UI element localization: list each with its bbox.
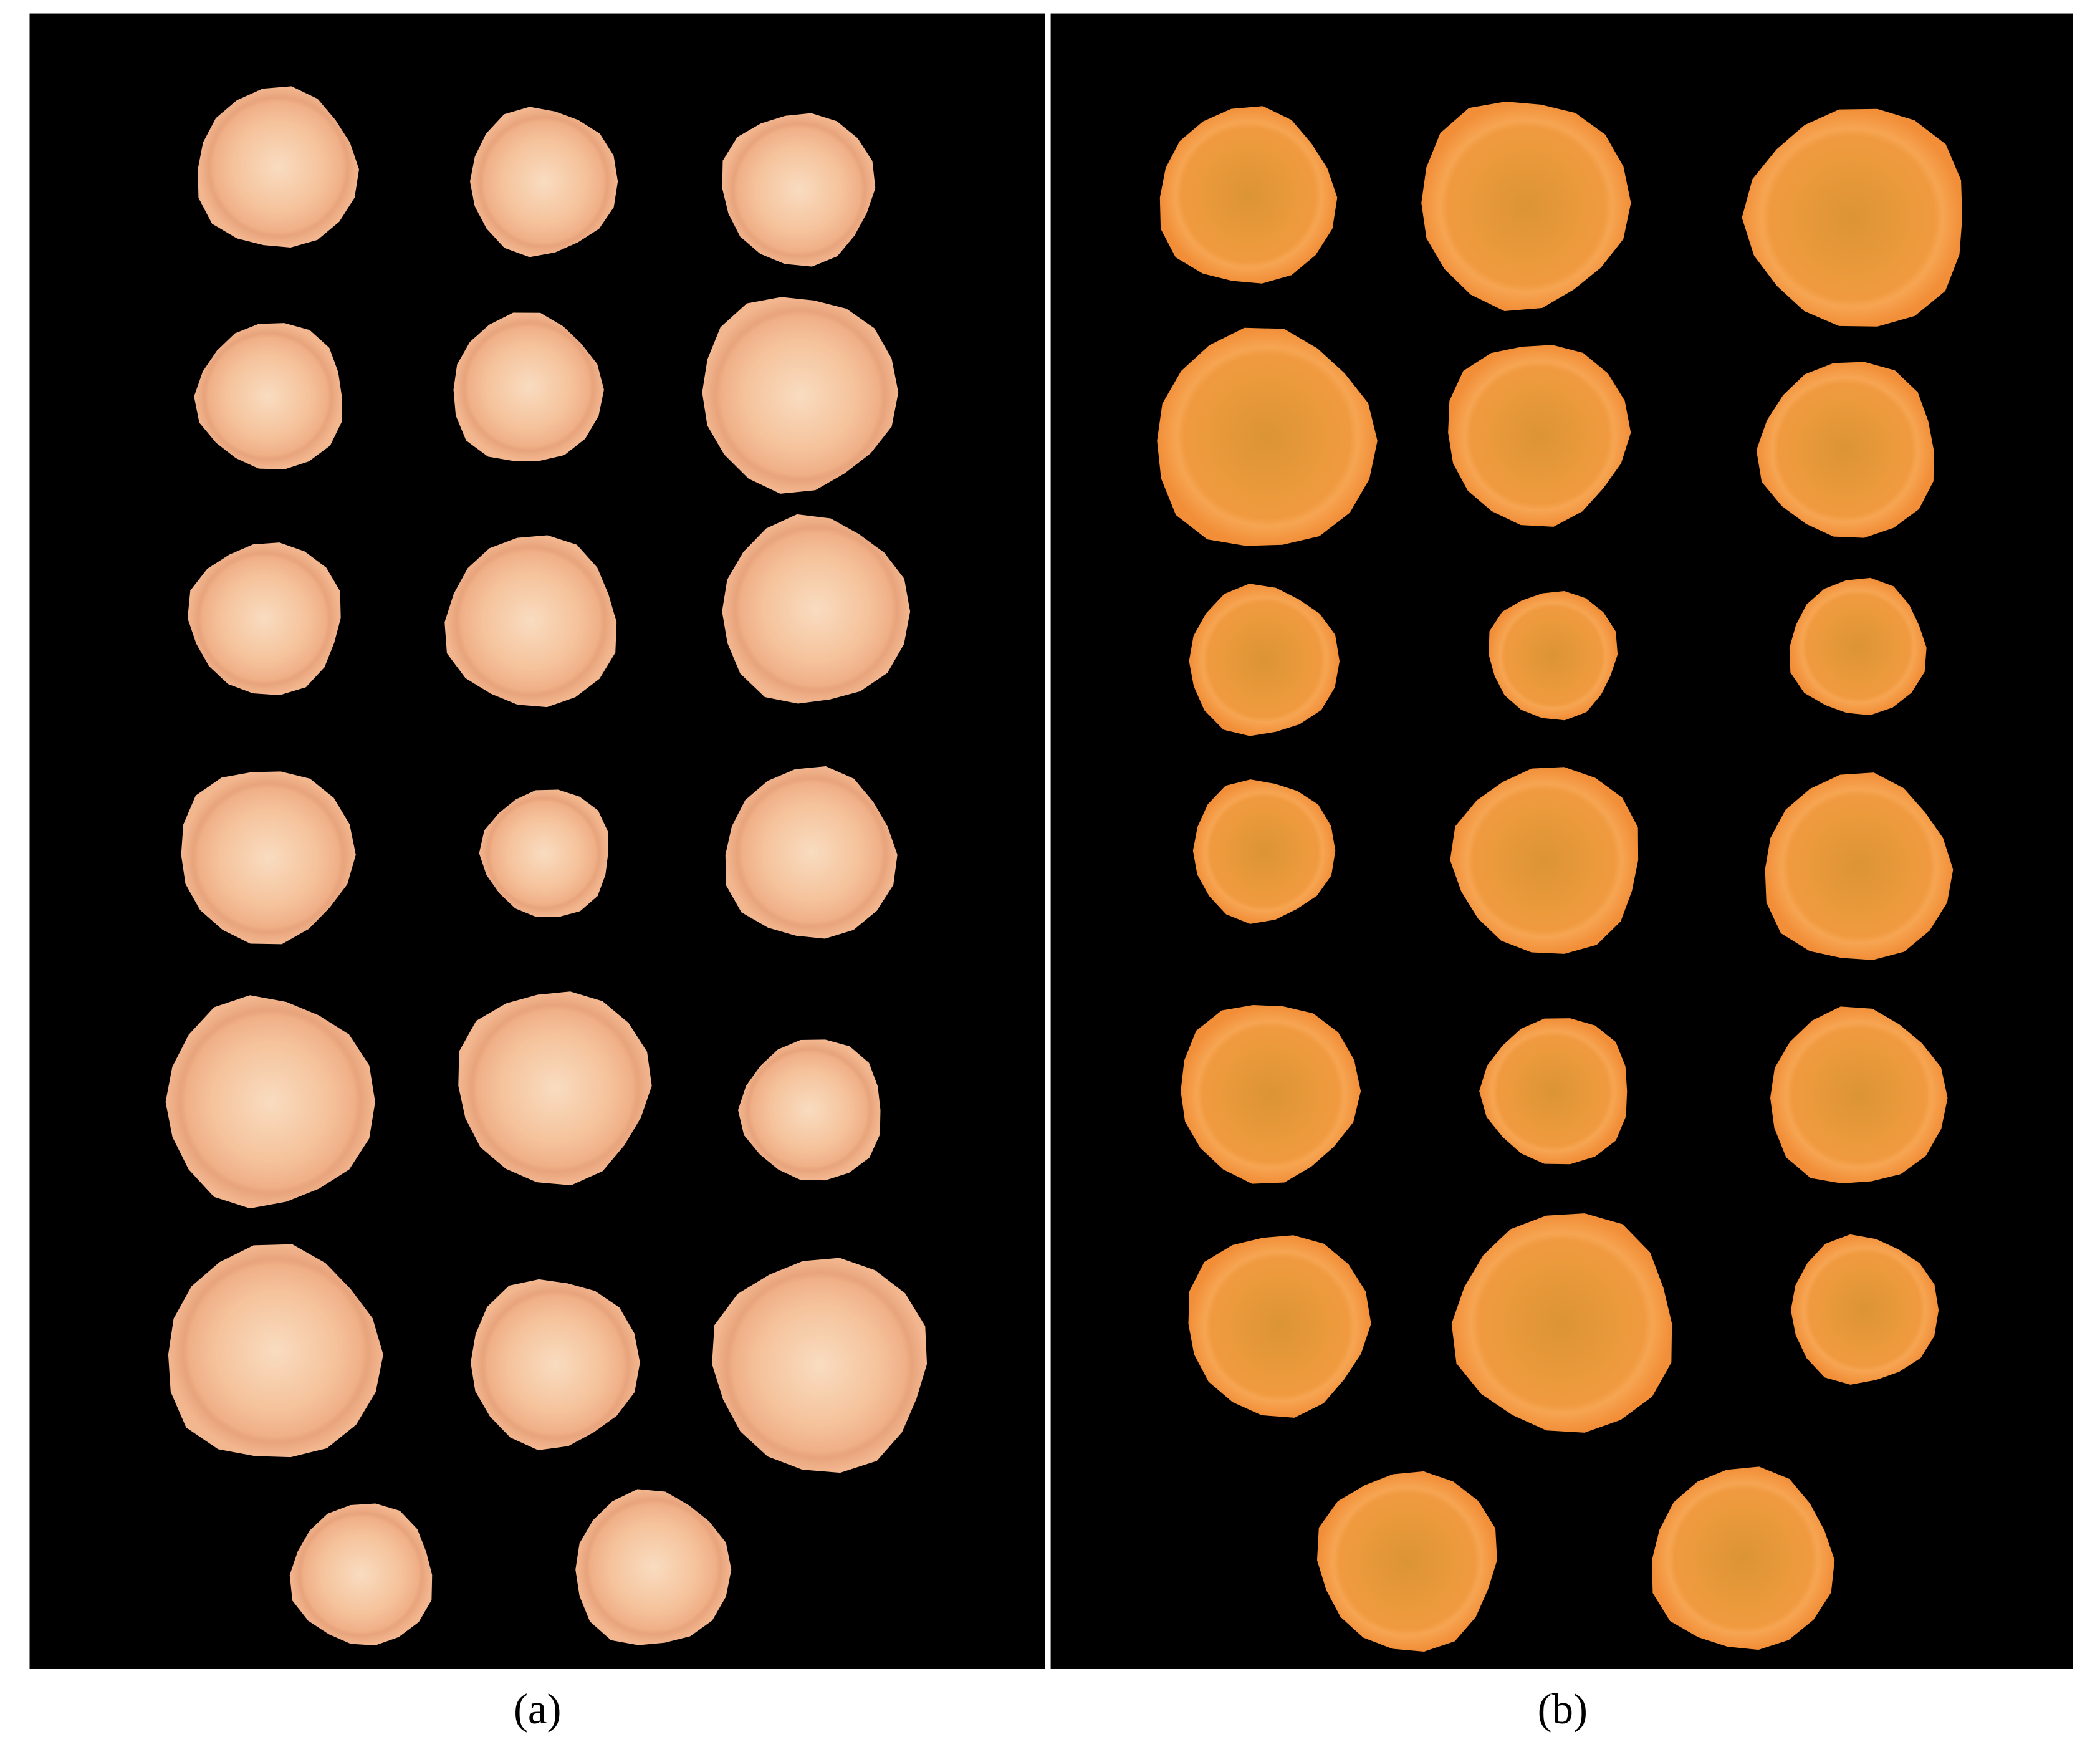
carrot-slice [1188,1235,1371,1418]
panel-label: (a) [514,1685,562,1733]
carrot-slice [479,789,608,918]
carrot-slice [1770,1006,1948,1184]
carrot-slice [1479,1018,1628,1165]
carrot-slice [187,542,341,695]
carrot-slice [722,514,911,704]
carrot-slice [181,771,356,945]
carrot-slice [1789,577,1927,716]
carrot-slice [1756,362,1934,538]
carrot-slice [1159,106,1338,284]
panel-label: (b) [1538,1685,1588,1733]
carrot-slice [575,1489,732,1645]
carrot-slice [165,995,375,1209]
carrot-slice [168,1244,383,1458]
carrot-slice [471,1279,640,1450]
carrot-slice [1450,767,1639,954]
carrot-slice [722,113,876,267]
carrot-slice [1192,779,1336,924]
carrot-slice [738,1039,881,1181]
carrot-slice [1451,1213,1672,1433]
carrot-slice [1181,1005,1361,1184]
carrot-slice [1157,327,1378,546]
carrot-slice [458,991,652,1186]
carrot-slice [1189,584,1340,736]
carrot-slice [725,766,898,939]
carrot-slice [702,297,899,494]
carrot-slice [1742,108,1963,327]
carrot-slice [712,1258,928,1473]
carrot-slice [1790,1234,1939,1385]
carrot-slice [1652,1466,1835,1650]
carrot-slice [194,323,342,469]
carrot-slices [165,86,1963,1652]
carrot-slice [289,1503,433,1646]
carrot-slice [453,312,604,461]
carrot-slice [1316,1471,1497,1652]
carrot-slice [1489,590,1618,721]
carrot-slice [1765,772,1954,960]
carrot-slice [1448,345,1631,527]
carrot-slice [444,535,617,708]
carrot-slice [1421,101,1631,311]
carrot-slice [470,107,618,257]
carrot-slice [198,86,359,248]
